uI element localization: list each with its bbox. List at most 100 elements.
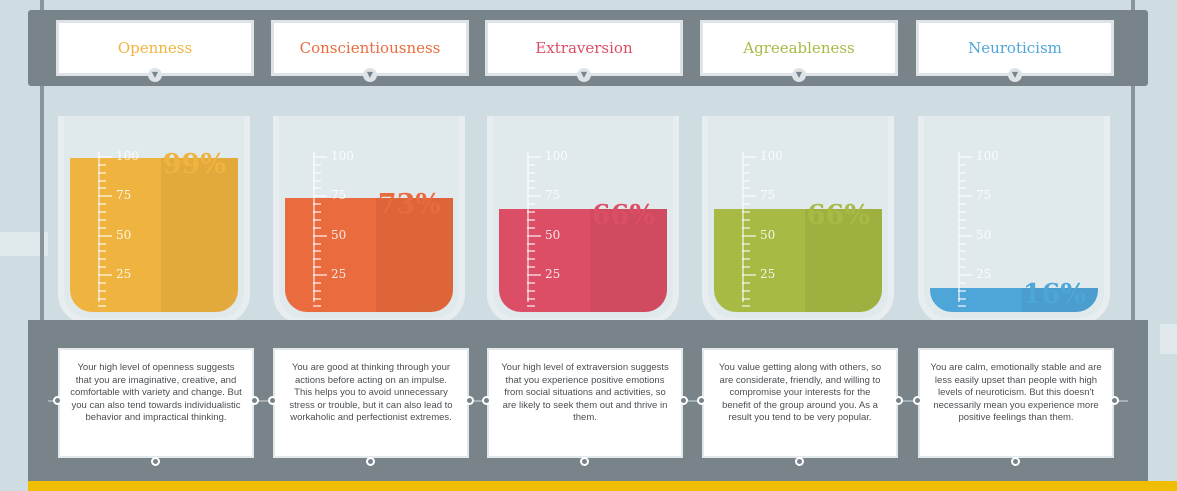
chevron-down-icon: ▼ — [577, 68, 591, 82]
minor-tick — [313, 203, 321, 206]
category-label: Agreeableness — [743, 39, 855, 57]
bar-shade — [160, 157, 238, 312]
chevron-down-icon: ▼ — [363, 68, 377, 82]
minor-tick — [958, 305, 966, 308]
minor-tick — [313, 289, 321, 292]
minor-tick — [742, 163, 750, 166]
tick-label: 50 — [116, 227, 132, 242]
minor-tick — [98, 258, 106, 261]
major-tick — [313, 234, 327, 237]
minor-tick — [313, 297, 321, 300]
minor-tick — [958, 163, 966, 166]
minor-tick — [742, 250, 750, 253]
tick-label: 100 — [545, 149, 568, 163]
bar-shade — [1020, 288, 1098, 312]
tick-label: 50 — [331, 227, 347, 242]
label-neuroticism: Neuroticism ▼ — [916, 20, 1114, 82]
minor-tick — [958, 187, 966, 190]
beaker-openness: 100 75 50 25 99% — [58, 116, 250, 324]
minor-tick — [313, 218, 321, 221]
major-tick — [742, 156, 756, 158]
major-tick — [313, 195, 327, 198]
major-tick — [742, 274, 756, 276]
minor-tick — [742, 258, 750, 261]
background-shape — [1160, 324, 1177, 354]
chevron-down-icon: ▼ — [792, 68, 806, 82]
beaker-conscientiousness: 100 75 50 25 73% — [273, 116, 465, 324]
major-tick — [98, 156, 112, 158]
minor-tick — [527, 179, 535, 182]
major-tick — [958, 274, 972, 276]
minor-tick — [958, 250, 966, 253]
minor-tick — [98, 250, 106, 253]
minor-tick — [98, 226, 106, 229]
minor-tick — [313, 305, 321, 308]
minor-tick — [527, 203, 535, 206]
major-tick — [527, 234, 541, 237]
major-tick — [958, 234, 972, 237]
minor-tick — [527, 281, 535, 284]
minor-tick — [742, 281, 750, 284]
description-conscientiousness: You are good at thinking through your ac… — [273, 348, 469, 458]
description-openness: Your high level of openness suggests tha… — [58, 348, 254, 458]
major-tick — [313, 274, 327, 276]
connector-dot — [465, 396, 474, 405]
value-label: 73% — [377, 189, 441, 221]
description-extraversion: Your high level of extraversion suggests… — [487, 348, 683, 458]
minor-tick — [98, 289, 106, 292]
minor-tick — [958, 258, 966, 261]
major-tick — [958, 156, 972, 158]
right-pole — [1131, 0, 1135, 491]
tick-label: 50 — [976, 227, 992, 242]
value-label: 99% — [162, 148, 226, 180]
connector-dot — [795, 457, 804, 466]
minor-tick — [958, 171, 966, 174]
connector-dot — [366, 457, 375, 466]
minor-tick — [527, 211, 535, 214]
minor-tick — [313, 211, 321, 214]
bar-shade — [589, 209, 667, 312]
tick-label: 75 — [976, 188, 992, 203]
yellow-stripe — [28, 481, 1177, 491]
minor-tick — [958, 179, 966, 182]
major-tick — [742, 195, 756, 198]
connector-dot — [268, 396, 277, 405]
minor-tick — [527, 218, 535, 221]
minor-tick — [98, 218, 106, 221]
minor-tick — [98, 266, 106, 269]
tick-label: 25 — [545, 267, 561, 281]
minor-tick — [742, 179, 750, 182]
major-tick — [742, 234, 756, 237]
chevron-down-icon: ▼ — [1008, 68, 1022, 82]
minor-tick — [313, 179, 321, 182]
minor-tick — [742, 305, 750, 308]
minor-tick — [313, 163, 321, 166]
tick-label: 25 — [116, 267, 132, 281]
minor-tick — [527, 171, 535, 174]
connector-dot — [1011, 457, 1020, 466]
minor-tick — [527, 289, 535, 292]
tick-label: 75 — [331, 188, 347, 203]
connector-dot — [250, 396, 259, 405]
major-tick — [98, 195, 112, 198]
minor-tick — [527, 187, 535, 190]
connector-dot — [1110, 396, 1119, 405]
minor-tick — [958, 203, 966, 206]
category-label: Neuroticism — [968, 39, 1062, 57]
connector-dot — [482, 396, 491, 405]
value-label: 66% — [806, 200, 870, 232]
minor-tick — [958, 242, 966, 245]
major-tick — [313, 156, 327, 158]
beaker-agreeableness: 100 75 50 25 66% — [702, 116, 894, 324]
tick-label: 25 — [760, 267, 776, 281]
major-tick — [527, 274, 541, 276]
connector-dot — [697, 396, 706, 405]
minor-tick — [742, 211, 750, 214]
minor-tick — [313, 266, 321, 269]
minor-tick — [742, 203, 750, 206]
category-label: Extraversion — [535, 39, 633, 57]
beaker-extraversion: 100 75 50 25 66% — [487, 116, 679, 324]
minor-tick — [958, 281, 966, 284]
label-conscientiousness: Conscientiousness ▼ — [271, 20, 469, 82]
